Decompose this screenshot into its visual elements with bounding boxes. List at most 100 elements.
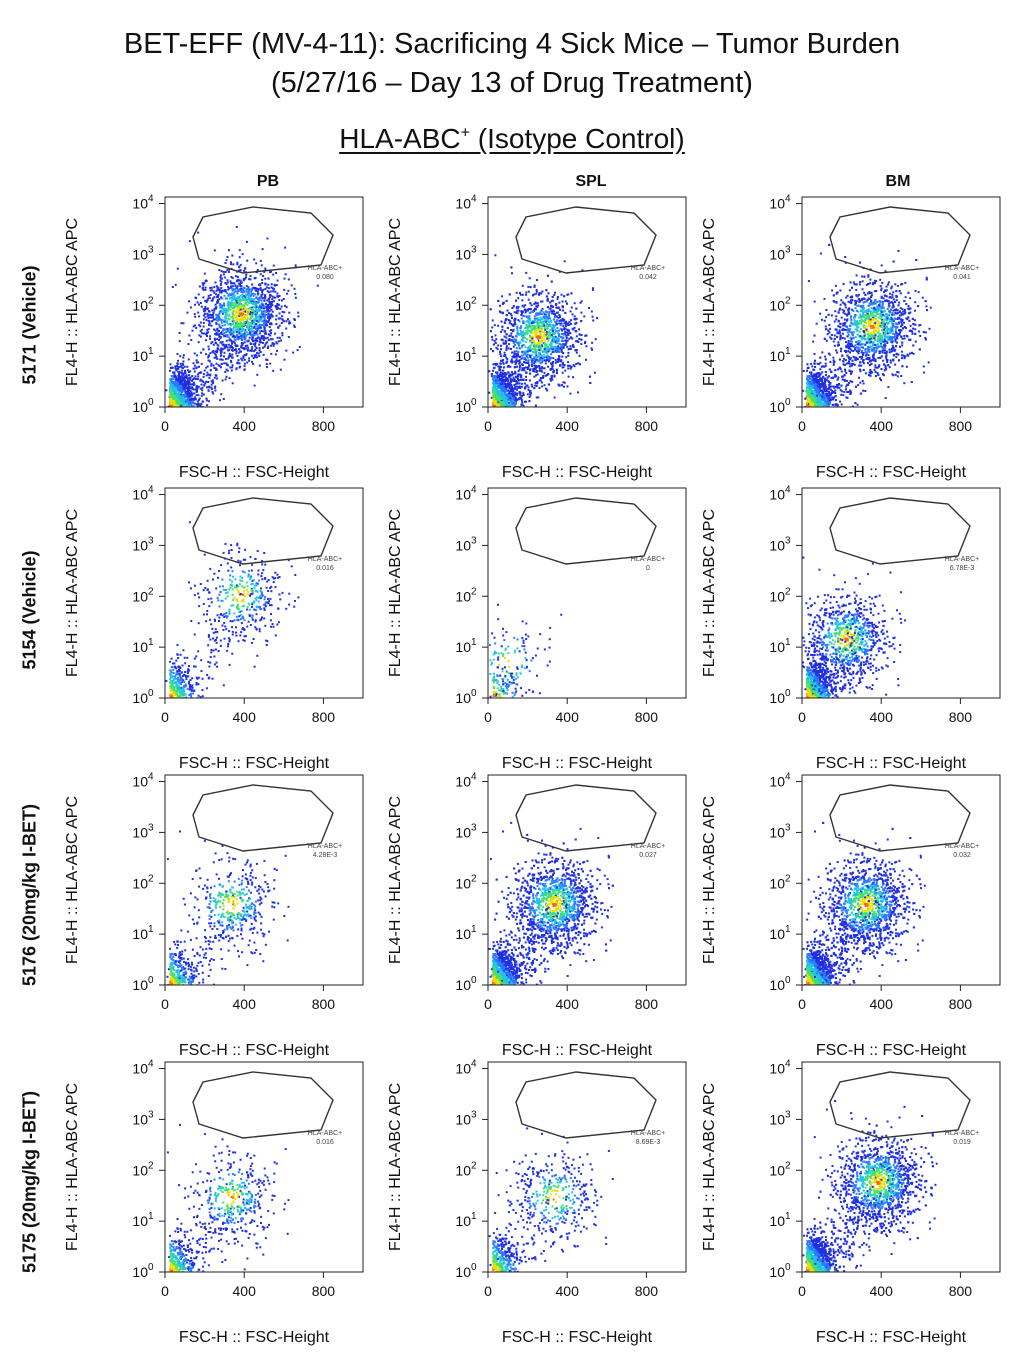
event-point xyxy=(257,299,260,302)
event-point xyxy=(548,314,550,317)
event-point xyxy=(544,315,547,318)
event-point xyxy=(554,340,557,343)
event-point xyxy=(258,349,261,352)
event-point xyxy=(254,289,257,292)
event-point xyxy=(240,312,243,315)
event-point xyxy=(511,385,514,388)
event-point xyxy=(517,370,520,373)
event-point xyxy=(177,383,180,386)
event-point xyxy=(546,274,549,277)
event-point xyxy=(563,364,566,366)
event-point xyxy=(236,333,239,336)
event-point xyxy=(504,342,507,345)
event-point xyxy=(178,389,181,392)
event-point xyxy=(566,339,569,342)
event-point xyxy=(281,332,284,335)
event-point xyxy=(526,328,529,331)
event-point xyxy=(188,397,191,400)
event-point xyxy=(568,323,571,326)
event-point xyxy=(229,280,232,283)
event-point xyxy=(590,310,593,313)
event-point xyxy=(210,364,213,367)
event-point xyxy=(271,301,274,303)
event-point xyxy=(514,402,517,405)
event-point xyxy=(525,271,528,274)
event-point xyxy=(552,357,555,360)
event-point xyxy=(262,307,265,310)
event-point xyxy=(592,288,594,291)
event-point xyxy=(498,380,501,383)
event-point xyxy=(272,369,275,372)
event-point xyxy=(269,314,272,317)
event-point xyxy=(197,399,200,402)
event-point xyxy=(514,339,517,342)
event-point xyxy=(203,384,206,387)
event-point xyxy=(181,391,184,394)
event-point xyxy=(205,399,208,402)
event-point xyxy=(215,285,218,288)
event-point xyxy=(509,320,512,323)
event-point xyxy=(202,375,205,378)
event-point xyxy=(516,325,519,328)
event-point xyxy=(264,337,267,340)
event-point xyxy=(223,335,226,337)
event-point xyxy=(555,303,558,306)
event-point xyxy=(493,339,496,342)
event-point xyxy=(541,331,544,334)
event-point xyxy=(204,309,207,312)
event-point xyxy=(175,380,178,383)
event-point xyxy=(530,343,533,346)
event-point xyxy=(505,318,508,320)
event-point xyxy=(227,336,230,339)
event-point xyxy=(574,322,577,325)
event-point xyxy=(567,293,570,296)
event-point xyxy=(257,352,260,355)
event-point xyxy=(594,338,597,341)
event-point xyxy=(271,314,273,317)
event-point xyxy=(172,371,174,374)
event-point xyxy=(234,297,237,300)
event-point xyxy=(190,397,193,400)
event-point xyxy=(535,289,538,291)
event-point xyxy=(213,356,216,359)
event-point xyxy=(244,337,247,340)
event-point xyxy=(225,368,228,371)
event-point xyxy=(255,301,258,304)
event-point xyxy=(219,279,222,282)
event-point xyxy=(177,376,180,379)
event-point xyxy=(557,345,560,348)
event-point xyxy=(283,320,286,323)
event-point xyxy=(546,354,549,357)
event-point xyxy=(522,344,525,346)
event-point xyxy=(505,314,508,317)
event-point xyxy=(239,283,241,286)
event-point xyxy=(208,313,211,316)
event-point xyxy=(253,332,256,335)
event-point xyxy=(540,300,543,303)
event-point xyxy=(528,353,531,356)
event-point xyxy=(213,291,216,294)
event-point xyxy=(269,323,271,325)
event-point xyxy=(525,351,528,354)
event-point xyxy=(221,340,224,343)
event-point xyxy=(538,347,541,349)
event-point xyxy=(285,349,288,352)
event-point xyxy=(184,392,187,395)
event-point xyxy=(584,340,587,343)
event-point xyxy=(260,306,262,309)
event-point xyxy=(549,331,552,334)
event-point xyxy=(255,262,258,265)
event-point xyxy=(247,290,250,293)
event-point xyxy=(494,363,497,365)
event-point xyxy=(196,404,199,407)
event-point xyxy=(220,363,223,365)
event-point xyxy=(223,294,226,297)
event-point xyxy=(238,307,240,310)
event-point xyxy=(543,356,546,359)
event-point xyxy=(174,387,177,389)
event-point xyxy=(214,385,217,388)
event-point xyxy=(207,294,210,297)
event-point xyxy=(228,331,231,334)
event-point xyxy=(237,359,240,362)
event-point xyxy=(288,322,291,325)
